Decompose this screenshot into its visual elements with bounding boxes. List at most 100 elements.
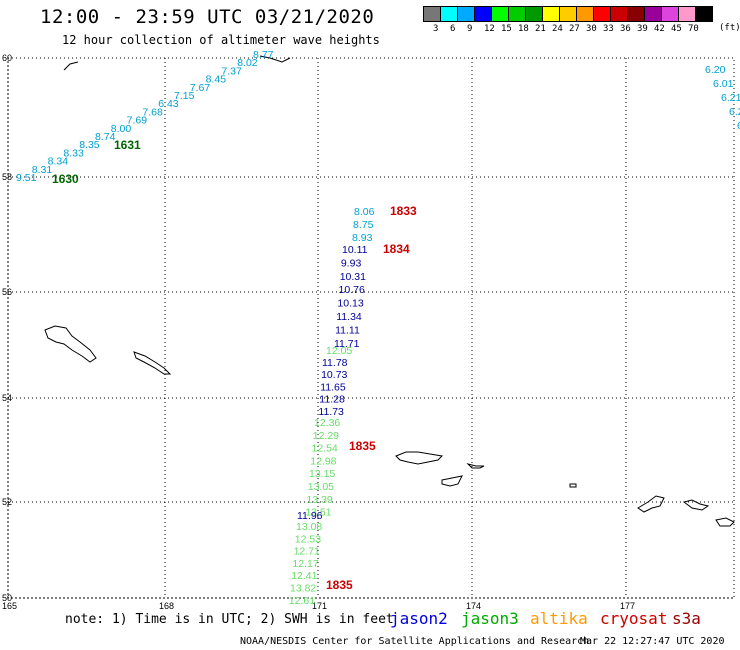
legend-jason3: jason3 [461,609,519,628]
island-kiska [441,475,463,487]
map-title: 12:00 - 23:59 UTC 03/21/2020 [40,6,375,28]
longitude-label: 171 [312,601,327,611]
wave-height-value: 12.54 [312,443,338,455]
color-swatch: 18 [508,6,529,34]
color-swatch-label: 39 [637,24,648,34]
wave-height-value: 8.31 [32,164,53,176]
latitude-label: 54 [2,393,12,403]
wave-height-value: 7.69 [127,115,148,127]
footer-note: note: 1) Time is in UTC; 2) SWH is in fe… [65,612,394,627]
color-swatch: 42 [644,6,665,34]
wave-height-value: 12.71 [294,546,320,558]
latitude-label: 58 [2,172,12,182]
color-swatch-label: 18 [518,24,529,34]
credit-text: NOAA/NESDIS Center for Satellite Applica… [240,636,590,647]
coastline-north [63,55,291,71]
legend-s3a: s3a [672,609,701,628]
wave-height-value: 11.11 [335,324,360,336]
legend-cryosat: cryosat [600,609,668,628]
latitude-label: 60 [2,53,12,63]
wave-height-value: 8.06 [354,206,375,218]
island-small-2 [569,483,577,488]
wave-height-value: 7.68 [142,106,163,118]
wave-height-value: 8.75 [353,219,374,231]
wave-height-value: 8.33 [63,147,84,159]
color-swatch-label: 33 [603,24,614,34]
island-east-2 [682,499,710,511]
longitude-label: 177 [620,601,635,611]
pass-time-label: 1834 [383,242,410,256]
wave-height-value: 6.20 [705,64,726,76]
color-scale-unit: (ft) [719,23,740,33]
wave-height-value: 9.93 [341,257,362,269]
wave-height-value: 12.36 [314,417,340,429]
wave-height-value: 11.65 [320,381,346,393]
wave-height-value: 6.01 [713,78,734,90]
island-commander [44,325,97,363]
color-scale-legend: 3 6 9 12 15 18 21 24 27 30 33 36 39 42 45 70 [423,6,713,34]
wave-height-value: 8.02 [237,57,258,69]
wave-height-value: 6.22 [729,106,740,118]
wave-height-value: 11.71 [334,338,360,350]
wave-height-value: 13.82 [290,583,316,595]
legend-altika: altika [530,609,588,628]
color-swatch-label: 45 [671,24,682,34]
wave-height-value: 13.15 [309,468,335,480]
island-east-3 [715,517,735,527]
wave-height-value: 8.34 [48,156,69,168]
wave-height-value: 13.08 [296,521,322,533]
wave-height-value: 9.51 [16,172,37,184]
timestamp-text: Mar 22 12:27:47 UTC 2020 [580,636,725,647]
wave-height-value: 12.53 [295,533,321,545]
latitude-label: 56 [2,287,12,297]
wave-height-value: 12.61 [289,595,315,607]
color-swatch-label: 15 [501,24,512,34]
map-subtitle: 12 hour collection of altimeter wave hei… [62,33,380,47]
color-swatch-label: 36 [620,24,631,34]
wave-height-value: 7.15 [174,90,195,102]
wave-height-value: 6.21 [721,92,740,104]
longitude-label: 165 [2,601,17,611]
pass-time-label: 1835 [326,578,353,592]
color-swatch-label: 70 [688,24,699,34]
coastlines [44,55,735,527]
wave-height-value: 6.43 [158,98,179,110]
wave-height-value: 13.05 [308,481,334,493]
wave-height-labels: 9.518.318.348.338.358.748.007.697.686.43… [16,49,740,607]
wave-height-value: 13.51 [305,507,331,519]
legend-jason2: jason2 [390,609,448,628]
wave-height-value: 10.31 [340,271,366,283]
wave-height-value: 11.73 [318,406,344,418]
wave-height-value: 8.00 [111,123,132,135]
wave-height-value: 7.67 [190,82,211,94]
island-attu [395,451,444,465]
island-small-west [133,351,172,375]
wave-height-value: 8.74 [95,131,116,143]
longitude-label: 168 [159,601,174,611]
color-swatch-label: 3 [433,24,439,34]
latitude-label: 50 [2,593,12,603]
wave-height-value: 12.05 [326,345,352,357]
wave-height-value: 10.73 [321,369,347,381]
wave-height-value: 8.45 [206,74,227,86]
color-swatch-label: 27 [569,24,580,34]
color-swatch: 9 [457,6,475,34]
wave-height-value: 10.11 [342,244,368,256]
wave-height-value: 11.96 [297,510,323,522]
wave-height-value: 10.76 [339,284,365,296]
color-swatch-label: 12 [484,24,495,34]
island-small-1 [466,463,485,469]
wave-height-value: 12.98 [310,455,336,467]
wave-height-value: 11.28 [319,394,345,406]
wave-height-value: 6.24 [737,120,740,132]
wave-height-value: 12.41 [291,570,317,582]
color-swatch-label: 21 [535,24,546,34]
pass-time-label: 1630 [52,172,79,186]
wave-height-value: 12.17 [292,558,318,570]
wave-height-value: 11.78 [322,357,348,369]
color-swatch-label: 42 [654,24,665,34]
pass-time-label: 1835 [349,439,376,453]
wave-height-value: 8.93 [352,232,373,244]
